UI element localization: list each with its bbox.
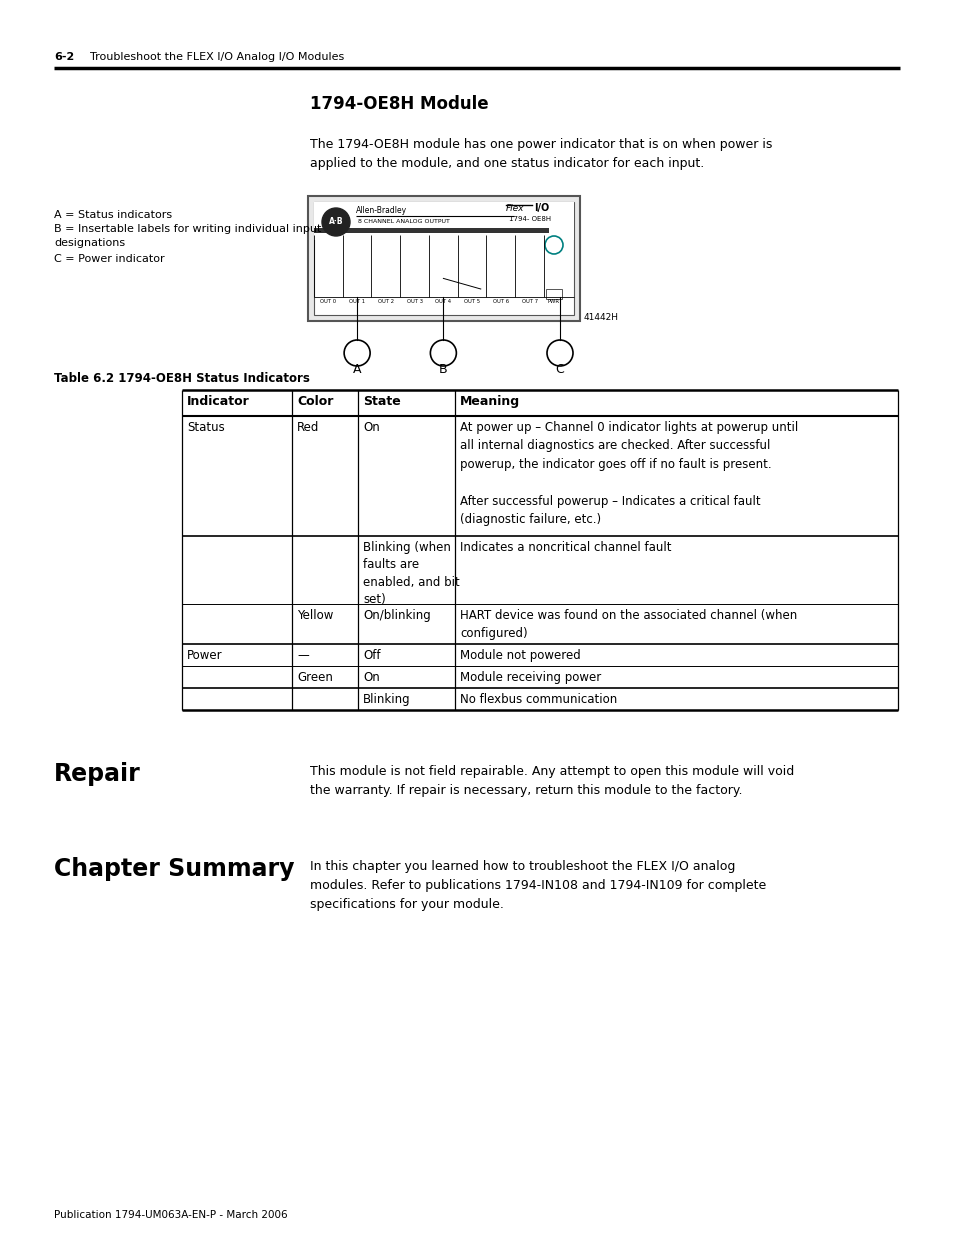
Text: OUT 7: OUT 7 [521, 299, 537, 304]
Text: Green: Green [296, 671, 333, 684]
Text: The 1794-OE8H module has one power indicator that is on when power is
applied to: The 1794-OE8H module has one power indic… [310, 138, 772, 170]
Text: —: — [296, 650, 309, 662]
Circle shape [322, 207, 350, 236]
Text: Troubleshoot the FLEX I/O Analog I/O Modules: Troubleshoot the FLEX I/O Analog I/O Mod… [90, 52, 344, 62]
Text: Indicator: Indicator [187, 395, 250, 408]
Text: 8 CHANNEL ANALOG OUTPUT: 8 CHANNEL ANALOG OUTPUT [357, 219, 450, 224]
Text: I/O: I/O [534, 203, 549, 212]
Text: OUT 0: OUT 0 [320, 299, 336, 304]
Text: In this chapter you learned how to troubleshoot the FLEX I/O analog
modules. Ref: In this chapter you learned how to troub… [310, 860, 765, 911]
Text: On/blinking: On/blinking [363, 609, 431, 622]
Text: On: On [363, 671, 379, 684]
Text: Meaning: Meaning [459, 395, 519, 408]
Text: Blinking (when
faults are
enabled, and bit
set): Blinking (when faults are enabled, and b… [363, 541, 459, 606]
Bar [314, 228, 548, 233]
Text: No flexbus communication: No flexbus communication [459, 693, 617, 706]
Text: C = Power indicator: C = Power indicator [54, 254, 165, 264]
Text: 41442H: 41442H [583, 312, 618, 322]
Text: Table 6.2 1794-OE8H Status Indicators: Table 6.2 1794-OE8H Status Indicators [54, 372, 310, 385]
Text: Power: Power [187, 650, 222, 662]
Text: Publication 1794-UM063A-EN-P - March 2006: Publication 1794-UM063A-EN-P - March 200… [54, 1210, 287, 1220]
Text: 1794-OE8H Module: 1794-OE8H Module [310, 95, 488, 112]
Bar [545, 289, 561, 299]
Text: Blinking: Blinking [363, 693, 410, 706]
Text: OUT 4: OUT 4 [435, 299, 451, 304]
Text: Chapter Summary: Chapter Summary [54, 857, 294, 881]
Text: B: B [438, 363, 447, 375]
Bar [314, 203, 574, 240]
Text: OUT 1: OUT 1 [349, 299, 365, 304]
Text: A·B: A·B [329, 216, 343, 226]
Text: Flex: Flex [505, 204, 524, 212]
Text: 6-2: 6-2 [54, 52, 74, 62]
Text: A = Status indicators: A = Status indicators [54, 210, 172, 220]
Text: 1794- OE8H: 1794- OE8H [509, 216, 551, 222]
Text: Indicates a noncritical channel fault: Indicates a noncritical channel fault [459, 541, 671, 555]
Text: Color: Color [296, 395, 333, 408]
Bar [308, 196, 579, 321]
Text: OUT 3: OUT 3 [406, 299, 422, 304]
Text: B = Insertable labels for writing individual input
designations: B = Insertable labels for writing indivi… [54, 224, 321, 247]
Text: Off: Off [363, 650, 380, 662]
Bar [314, 203, 574, 315]
Text: PWR: PWR [547, 299, 559, 304]
Text: At power up – Channel 0 indicator lights at powerup until
all internal diagnosti: At power up – Channel 0 indicator lights… [459, 421, 798, 526]
Text: Status: Status [187, 421, 225, 433]
Text: A: A [353, 363, 361, 375]
Text: OUT 6: OUT 6 [493, 299, 508, 304]
Text: Repair: Repair [54, 762, 141, 785]
Text: C: C [555, 363, 564, 375]
Text: Module not powered: Module not powered [459, 650, 580, 662]
Text: Red: Red [296, 421, 319, 433]
Text: Module receiving power: Module receiving power [459, 671, 600, 684]
Text: Allen-Bradley: Allen-Bradley [355, 206, 407, 215]
Text: On: On [363, 421, 379, 433]
Text: This module is not field repairable. Any attempt to open this module will void
t: This module is not field repairable. Any… [310, 764, 794, 797]
Text: OUT 2: OUT 2 [377, 299, 394, 304]
Text: State: State [363, 395, 400, 408]
Text: OUT 5: OUT 5 [463, 299, 479, 304]
Text: HART device was found on the associated channel (when
configured): HART device was found on the associated … [459, 609, 797, 641]
Text: Yellow: Yellow [296, 609, 333, 622]
